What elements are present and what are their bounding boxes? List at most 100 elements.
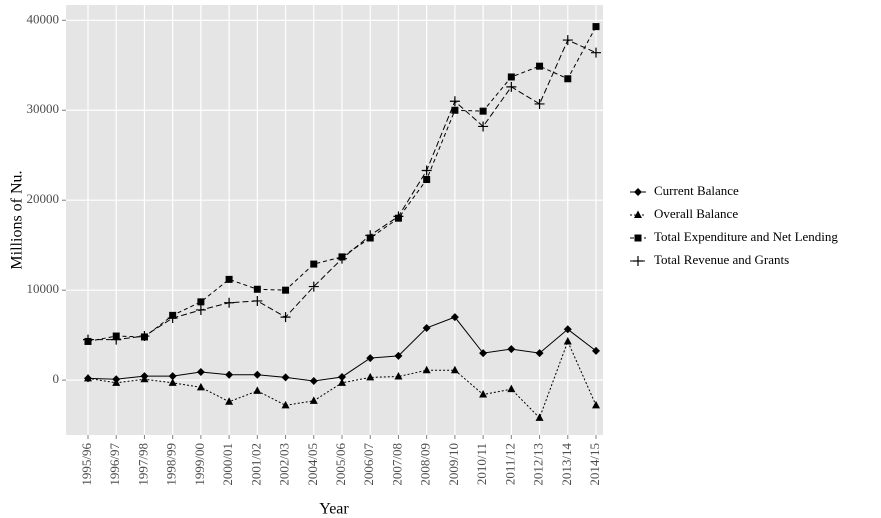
x-tick-label: 2005/06 xyxy=(333,443,348,486)
y-tick-label: 40000 xyxy=(27,11,60,26)
point xyxy=(309,377,318,386)
point xyxy=(140,374,149,383)
point xyxy=(422,365,431,374)
x-tick-label: 2008/09 xyxy=(418,443,433,486)
legend-label: Current Balance xyxy=(654,183,739,198)
point xyxy=(253,285,261,293)
grid xyxy=(66,5,603,435)
point xyxy=(253,386,262,394)
x-axis-title: Year xyxy=(319,501,349,518)
point xyxy=(168,378,177,386)
point xyxy=(84,373,92,382)
x-tick-label: 2007/08 xyxy=(389,443,404,486)
point xyxy=(225,275,233,283)
point xyxy=(83,334,93,345)
point xyxy=(451,106,459,114)
point xyxy=(534,98,545,109)
marks xyxy=(83,23,601,421)
point xyxy=(366,354,375,363)
point xyxy=(450,365,459,374)
point xyxy=(449,96,460,107)
point xyxy=(308,281,319,292)
point xyxy=(366,372,375,381)
point xyxy=(196,368,205,377)
x-tick-label: 2000/01 xyxy=(220,443,235,486)
x-tick-label: 2006/07 xyxy=(361,443,376,486)
point xyxy=(310,260,318,268)
y-tick-label: 20000 xyxy=(27,191,60,206)
point xyxy=(563,336,572,345)
point xyxy=(167,313,178,324)
point xyxy=(422,323,431,332)
point xyxy=(282,286,290,294)
x-tick-label: 2011/12 xyxy=(502,443,517,485)
legend-marker xyxy=(634,210,642,218)
point xyxy=(281,373,290,382)
point xyxy=(224,297,235,308)
point xyxy=(507,384,516,393)
y-tick-label: 30000 xyxy=(27,101,60,116)
point xyxy=(195,304,206,315)
point xyxy=(507,73,515,81)
point xyxy=(592,23,600,31)
legend-marker xyxy=(633,256,643,266)
plot-panel xyxy=(66,5,603,435)
point xyxy=(507,345,516,354)
point xyxy=(139,331,150,342)
x-tick-label: 1998/99 xyxy=(164,443,179,486)
point xyxy=(111,334,122,345)
x-tick-label: 2002/03 xyxy=(277,443,292,486)
x-tick-label: 2010/11 xyxy=(474,443,489,485)
x-tick-label: 1999/00 xyxy=(192,443,207,486)
x-tick-label: 2014/15 xyxy=(587,443,602,486)
point xyxy=(112,378,121,386)
point xyxy=(168,372,177,381)
x-tick-label: 2012/13 xyxy=(531,443,546,486)
point xyxy=(394,351,403,360)
y-axis-title: Millions of Nu. xyxy=(9,170,26,269)
x-tick-label: 2013/14 xyxy=(559,443,574,486)
x-tick-label: 1995/96 xyxy=(79,443,94,486)
y-tick-label: 10000 xyxy=(27,281,60,296)
point xyxy=(338,372,346,381)
x-tick-label: 1996/97 xyxy=(107,443,122,486)
point xyxy=(479,390,488,398)
point xyxy=(563,325,572,334)
point xyxy=(562,35,573,46)
point xyxy=(393,211,404,222)
point xyxy=(253,370,262,379)
point xyxy=(281,400,290,409)
point xyxy=(338,378,346,386)
point xyxy=(591,47,601,58)
point xyxy=(394,372,403,380)
point xyxy=(535,413,544,421)
point xyxy=(252,295,263,306)
point xyxy=(478,121,489,132)
legend-marker xyxy=(634,234,642,242)
point xyxy=(592,400,600,409)
x-tick-label: 2004/05 xyxy=(305,443,320,486)
legend-marker xyxy=(634,188,642,196)
point xyxy=(564,75,572,83)
point xyxy=(479,349,488,358)
legend-label: Total Revenue and Grants xyxy=(654,252,789,267)
point xyxy=(225,370,234,379)
x-tick-label: 2001/02 xyxy=(248,443,263,486)
point xyxy=(506,81,517,92)
point xyxy=(280,312,291,323)
x-tick-label: 1997/98 xyxy=(135,443,150,486)
legend-label: Total Expenditure and Net Lending xyxy=(654,229,838,244)
point xyxy=(225,397,234,405)
point xyxy=(337,253,347,264)
y-tick-label: 0 xyxy=(53,371,60,386)
point xyxy=(197,298,205,306)
point xyxy=(450,313,459,322)
point xyxy=(421,165,432,176)
point xyxy=(309,396,318,404)
point xyxy=(196,382,205,391)
x-tick-label: 2009/10 xyxy=(446,443,461,486)
point xyxy=(592,346,600,355)
point xyxy=(535,349,544,358)
